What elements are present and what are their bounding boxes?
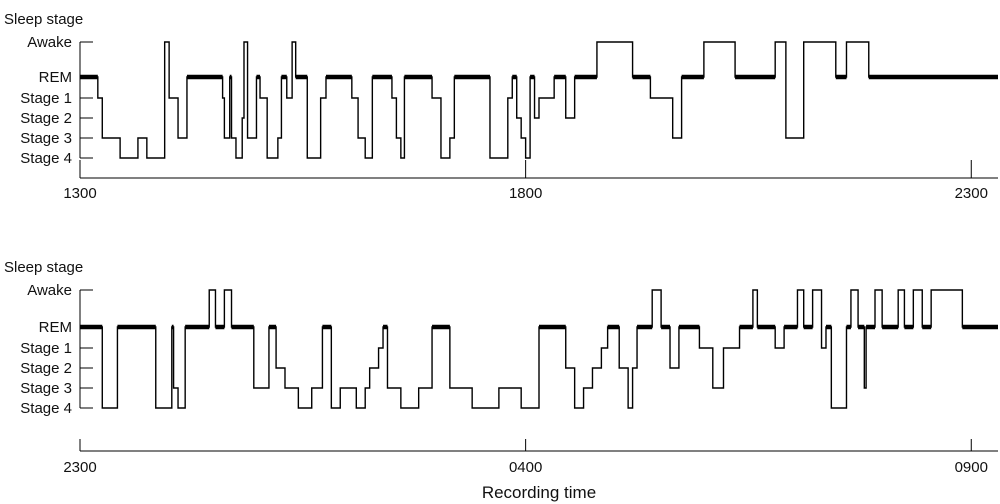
hypnogram-panel-bottom: Sleep stage Awake REM Stage 1 Stage 2 Stage 3… <box>4 259 998 502</box>
y-tick-label: Stage 4 <box>20 150 72 167</box>
y-tick-label: Stage 1 <box>20 340 72 357</box>
y-tick-label: Awake <box>27 34 72 51</box>
y-tick-label: Awake <box>27 282 72 299</box>
hypnogram-step-line <box>80 41 998 159</box>
hypnogram-step-line <box>80 289 998 409</box>
hypnogram-panel-top: Sleep stage Awake REM Stage 1 Stage 2 Stage 3… <box>4 11 998 202</box>
x-tick-label: 0900 <box>955 459 988 476</box>
x-tick-label: 0400 <box>509 459 542 476</box>
y-tick-label: Stage 3 <box>20 380 72 397</box>
y-axis-title: Sleep stage <box>4 11 83 28</box>
x-tick-label: 2300 <box>63 459 96 476</box>
y-tick-label: Stage 4 <box>20 400 72 417</box>
x-tick-label: 1300 <box>63 185 96 202</box>
y-tick-label: Stage 1 <box>20 90 72 107</box>
y-axis-title: Sleep stage <box>4 259 83 276</box>
y-tick-label: REM <box>39 319 72 336</box>
x-tick-label: 2300 <box>955 185 988 202</box>
y-tick-label: Stage 2 <box>20 110 72 127</box>
y-tick-label: Stage 3 <box>20 130 72 147</box>
x-axis-title: Recording time <box>482 483 596 502</box>
x-tick-label: 1800 <box>509 185 542 202</box>
y-tick-label: Stage 2 <box>20 360 72 377</box>
y-tick-label: REM <box>39 69 72 86</box>
